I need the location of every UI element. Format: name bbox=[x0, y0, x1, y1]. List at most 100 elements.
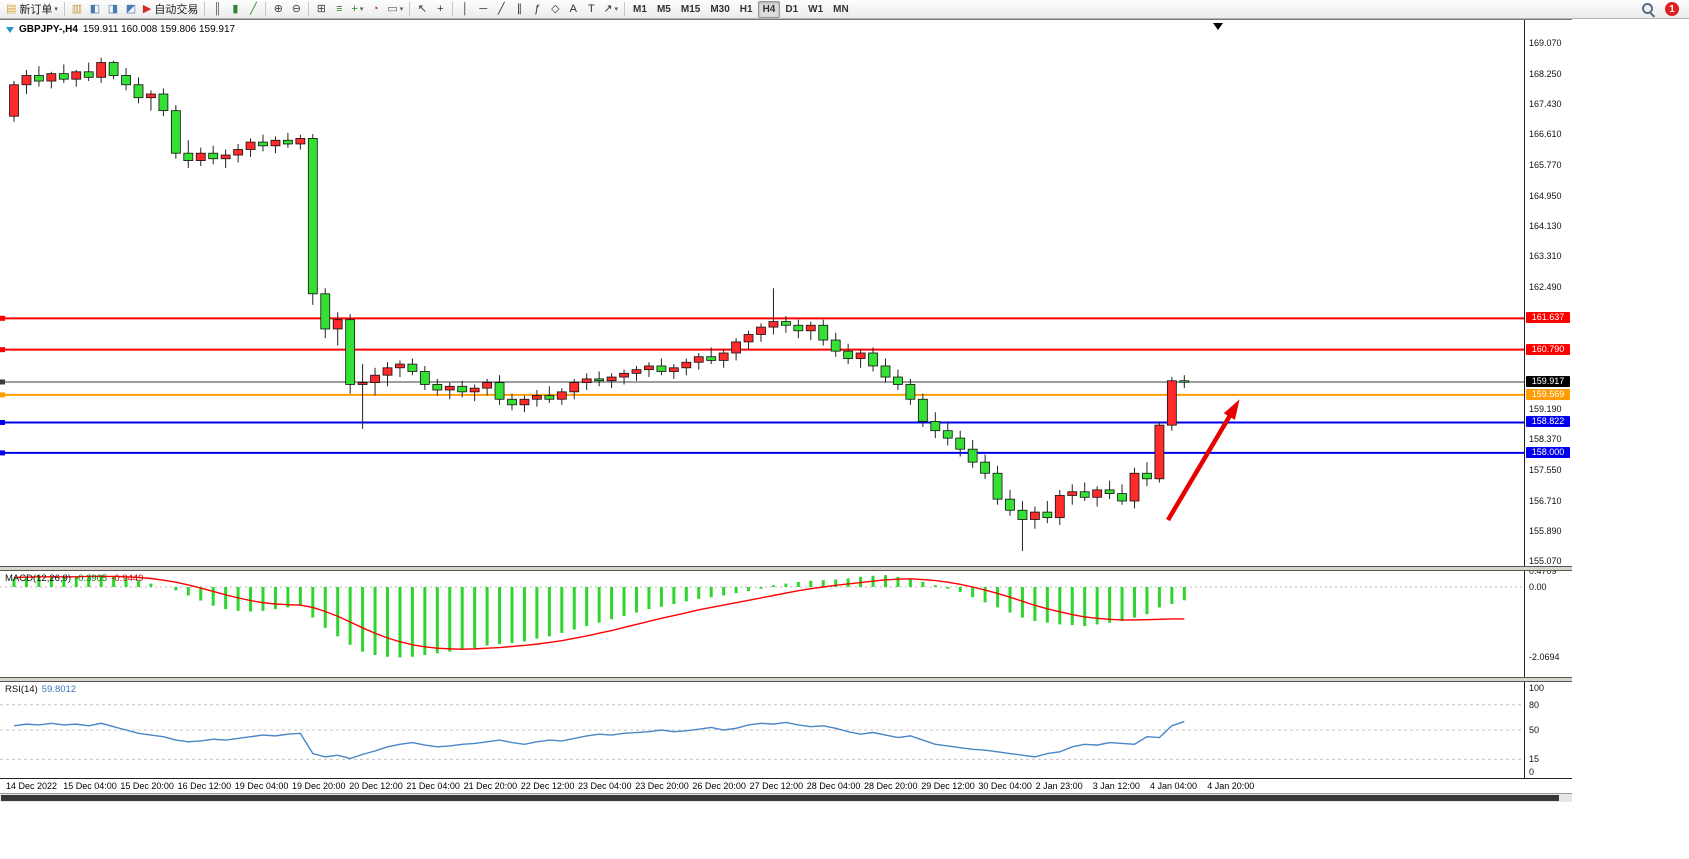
chart-dropdown-icon[interactable] bbox=[6, 26, 14, 33]
timeframe-m30-button[interactable]: M30 bbox=[710, 3, 730, 15]
time-tick: 27 Dec 12:00 bbox=[749, 781, 804, 791]
new-order-button[interactable]: ▤ 新订单 ▾ bbox=[3, 1, 61, 18]
time-tick: 14 Dec 2022 bbox=[6, 781, 58, 791]
candle-chart-button[interactable]: ▮ bbox=[226, 1, 244, 18]
timeframe-mn-button[interactable]: MN bbox=[833, 3, 849, 15]
alerts-icon: ◔ bbox=[372, 2, 379, 15]
toolbar-right: 1 bbox=[1641, 2, 1689, 18]
macd-panel[interactable]: MACD(12,26,9) -0.3905 -0.9449 0.4709 0.00 -2… bbox=[0, 571, 1572, 677]
macd-tick: 0.4709 bbox=[1529, 571, 1557, 576]
hline-handle[interactable] bbox=[0, 392, 5, 398]
timeframe-m15-button[interactable]: M15 bbox=[680, 3, 701, 15]
trendline-button[interactable]: ╱ bbox=[492, 1, 510, 18]
horizontal-scrollbar[interactable] bbox=[0, 793, 1572, 802]
chevron-down-icon: ▾ bbox=[614, 6, 619, 13]
line-chart-button[interactable]: ╱ bbox=[244, 1, 262, 18]
vertical-line-button[interactable]: │ bbox=[456, 1, 474, 18]
horizontal-line-icon: ─ bbox=[479, 2, 488, 15]
cursor-button[interactable]: ↖ bbox=[413, 1, 431, 18]
tile-windows-button[interactable]: ⊞ bbox=[312, 1, 330, 18]
new-order-button-label: 新订单 bbox=[19, 4, 53, 16]
candlestick-chart bbox=[0, 23, 1524, 551]
timeframe-m5-button[interactable]: M5 bbox=[656, 3, 671, 15]
main-chart-panel[interactable]: GBPJPY-,H4 159.911 160.008 159.806 159.9… bbox=[0, 20, 1572, 566]
trend-arrow-head[interactable] bbox=[1223, 399, 1240, 420]
price-tick: 158.370 bbox=[1529, 434, 1562, 445]
zoom-out-button[interactable]: ⊖ bbox=[287, 1, 305, 18]
macd-axis: 0.4709 0.00 -2.0694 bbox=[1524, 571, 1572, 677]
time-tick: 16 Dec 12:00 bbox=[177, 781, 232, 791]
horizontal-line-button[interactable]: ─ bbox=[474, 1, 492, 18]
crosshair-icon: + bbox=[437, 2, 444, 15]
market-watch-icon: ◧ bbox=[89, 2, 101, 15]
arrows-icon: ↗ bbox=[603, 2, 613, 15]
indicators-button[interactable]: ≡ bbox=[330, 1, 348, 18]
time-tick: 19 Dec 20:00 bbox=[292, 781, 346, 791]
time-axis: 14 Dec 2022 15 Dec 04:00 15 Dec 20:00 16 De… bbox=[0, 778, 1572, 793]
toolbar-buttons: ▤ 新订单 ▾ ▥ ◧ ◨ ◩ ▶ 自动交易 ║ ▮ ╱ ⊕ ⊖ ⊞ ≡ + ▾ ◔ ▭ ▾ ↖ + │ ─ ╱ ∥ ƒ ◇ A T ↗ ▾ M1… bbox=[3, 0, 854, 18]
fibonacci-icon: ƒ bbox=[534, 2, 541, 15]
text-label-button[interactable]: T bbox=[582, 1, 600, 18]
alerts-button[interactable]: ◔ bbox=[366, 1, 384, 18]
data-window-button[interactable]: ◨ bbox=[104, 1, 122, 18]
shapes-button[interactable]: ◇ bbox=[546, 1, 564, 18]
autotrading-button[interactable]: ▶ 自动交易 bbox=[140, 1, 201, 18]
timeframe-d1-button[interactable]: D1 bbox=[785, 3, 799, 15]
toolbar-separator bbox=[204, 2, 206, 16]
trendline-icon: ╱ bbox=[498, 2, 505, 15]
rsi-tick: 50 bbox=[1529, 725, 1540, 735]
templates-button[interactable]: ▭ ▾ bbox=[384, 1, 406, 18]
timeframe-m1-button[interactable]: M1 bbox=[633, 3, 647, 15]
price-tick: 164.950 bbox=[1529, 190, 1562, 201]
market-watch-button[interactable]: ◧ bbox=[86, 1, 104, 18]
tile-windows-icon: ⊞ bbox=[316, 2, 326, 15]
time-tick: 20 Dec 12:00 bbox=[349, 781, 403, 791]
time-tick: 26 Dec 20:00 bbox=[692, 781, 746, 791]
add-indicator-button[interactable]: + ▾ bbox=[348, 1, 366, 18]
time-tick: 15 Dec 04:00 bbox=[63, 781, 117, 791]
price-tick: 167.430 bbox=[1529, 98, 1562, 109]
hline-handle[interactable] bbox=[0, 315, 5, 321]
navigator-button[interactable]: ◩ bbox=[122, 1, 140, 18]
zoom-in-button[interactable]: ⊕ bbox=[269, 1, 287, 18]
hline-handle[interactable] bbox=[0, 347, 5, 353]
text-button[interactable]: A bbox=[564, 1, 582, 18]
hline-handle[interactable] bbox=[0, 450, 5, 456]
time-tick: 21 Dec 04:00 bbox=[406, 781, 460, 791]
fibonacci-button[interactable]: ƒ bbox=[528, 1, 546, 18]
hline-handle[interactable] bbox=[0, 419, 5, 425]
rsi-tick: 0 bbox=[1529, 767, 1535, 777]
mt4-app: ▤ 新订单 ▾ ▥ ◧ ◨ ◩ ▶ 自动交易 ║ ▮ ╱ ⊕ ⊖ ⊞ ≡ + ▾ ◔ ▭ ▾ ↖ + │ ─ ╱ ∥ ƒ ◇ A T ↗ ▾ M1… bbox=[0, 0, 1689, 802]
price-tag-158.000: 158.000 bbox=[1526, 446, 1570, 458]
arrows-button[interactable]: ↗ ▾ bbox=[600, 1, 621, 18]
time-tick: 29 Dec 12:00 bbox=[921, 781, 975, 791]
rsi-name: RSI(14) bbox=[5, 684, 38, 695]
channel-button[interactable]: ∥ bbox=[510, 1, 528, 18]
cursor-icon: ↖ bbox=[417, 2, 427, 15]
notification-badge[interactable]: 1 bbox=[1665, 2, 1679, 16]
timeframe-w1-button[interactable]: W1 bbox=[808, 3, 824, 15]
macd-signal-line bbox=[13, 575, 1185, 650]
scrollbar-thumb[interactable] bbox=[1, 795, 1559, 801]
shift-marker[interactable] bbox=[1213, 23, 1223, 30]
search-circle bbox=[1642, 2, 1653, 14]
panel-splitter-macd[interactable] bbox=[0, 566, 1572, 571]
price-tick: 164.130 bbox=[1529, 221, 1562, 232]
time-tick: 2 Jan 23:00 bbox=[1035, 781, 1083, 791]
crosshair-button[interactable]: + bbox=[431, 1, 449, 18]
charts-toggle-icon: ▥ bbox=[71, 2, 83, 15]
line-chart-icon: ╱ bbox=[250, 2, 257, 15]
hline-handle[interactable] bbox=[0, 379, 5, 385]
charts-toggle-button[interactable]: ▥ bbox=[68, 1, 86, 18]
panel-splitter-rsi[interactable] bbox=[0, 677, 1572, 682]
templates-icon: ▭ bbox=[387, 2, 398, 15]
search-icon[interactable] bbox=[1641, 2, 1656, 18]
rsi-panel[interactable]: RSI(14) 59.8012 100 80 50 15 0 bbox=[0, 682, 1572, 778]
bar-chart-button[interactable]: ║ bbox=[208, 1, 226, 18]
trend-arrow-annotation[interactable] bbox=[1166, 407, 1236, 522]
price-tick: 163.310 bbox=[1529, 251, 1562, 262]
timeframe-h1-button[interactable]: H1 bbox=[739, 3, 753, 15]
toolbar-separator bbox=[308, 2, 310, 16]
rsi-chart bbox=[0, 704, 1524, 760]
timeframe-h4-button[interactable]: H4 bbox=[757, 0, 781, 18]
